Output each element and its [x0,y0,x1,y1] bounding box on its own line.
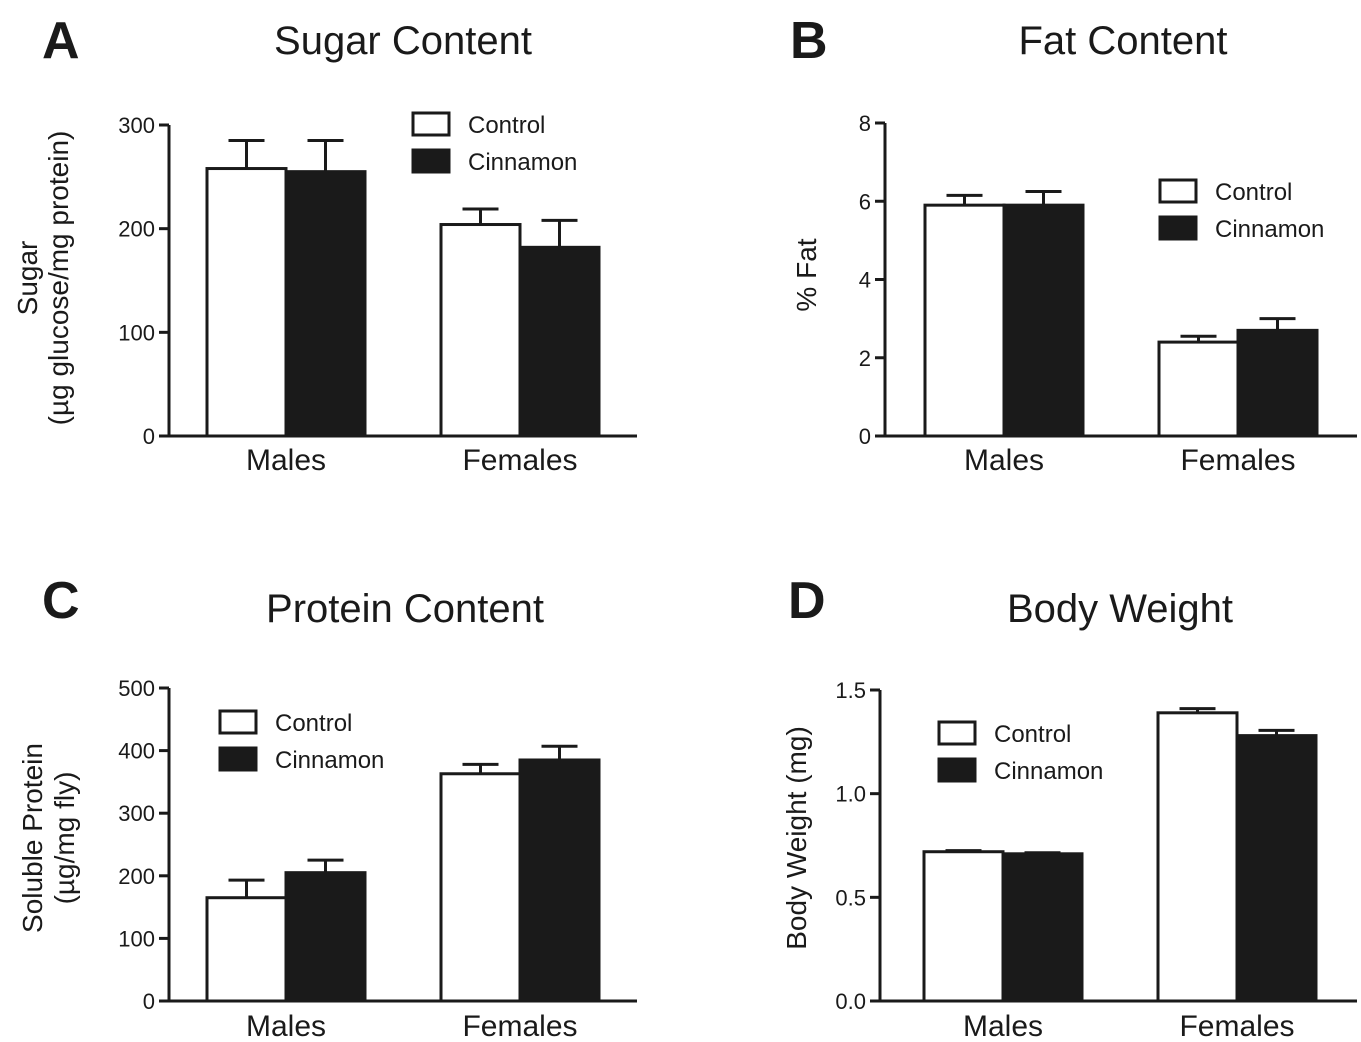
panel-letter: B [790,12,828,70]
y-tick-label: 500 [118,676,155,701]
bar-cinnamon [1236,328,1319,438]
legend-label: Control [468,112,545,139]
bar-cinnamon [518,245,601,438]
panel-protein-content: C Protein Content 0 100 200 300 400 500 Males Fem… [0,540,680,1042]
legend-label: Cinnamon [1215,216,1324,243]
y-tick-label: 6 [859,189,871,214]
legend-swatch-control [218,709,258,735]
chart-svg: D Body Weight 0.0 0.5 1.0 1.5 Males Females Body… [781,572,1357,1042]
bar-control [923,203,1006,438]
chart-svg: B Fat Content 0 2 4 6 8 Males Females % Fat Contro… [790,12,1357,477]
y-tick-label: 0 [143,424,155,449]
chart-title: Sugar Content [274,19,532,63]
y-axis-label: Soluble Protein [17,743,48,933]
y-axis-label: Sugar [12,241,43,316]
y-tick-label: 200 [118,217,155,242]
panel-sugar-content: A Sugar Content 0 100 200 300 Males Females Suga… [0,0,680,520]
x-category-label: Females [1180,444,1295,477]
legend-label: Control [275,710,352,737]
x-category-label: Males [963,1010,1043,1042]
panel-fat-content: B Fat Content 0 2 4 6 8 Males Females % Fat Contro… [680,0,1361,520]
bar-control [205,167,288,438]
legend-label: Cinnamon [275,747,384,774]
legend-swatch-cinnamon [411,148,451,174]
x-category-label: Males [964,444,1044,477]
y-tick-label: 0 [859,424,871,449]
panel-letter: D [788,572,826,630]
y-axis-label: % Fat [791,238,822,311]
legend-label: Cinnamon [994,758,1103,785]
bar-cinnamon [1002,203,1085,438]
y-tick-label: 300 [118,801,155,826]
bar-control [439,223,522,438]
bar-cinnamon [1001,852,1084,1003]
legend-swatch-cinnamon [937,757,977,783]
y-axis-label: (µg/mg fly) [49,772,80,905]
y-tick-label: 0.0 [835,989,866,1014]
bar-control [439,772,522,1003]
legend-swatch-cinnamon [1158,215,1198,241]
y-axis-label: Body Weight (mg) [781,726,812,950]
y-tick-label: 2 [859,346,871,371]
y-tick-label: 8 [859,111,871,136]
bar-control [1157,340,1240,438]
bar-cinnamon [284,170,367,438]
y-tick-label: 1.5 [835,678,866,703]
bar-control [205,896,288,1003]
legend-label: Cinnamon [468,149,577,176]
y-tick-label: 100 [118,926,155,951]
chart-title: Body Weight [1007,587,1233,631]
y-tick-label: 400 [118,739,155,764]
chart-title: Protein Content [266,587,544,631]
bar-cinnamon [518,758,601,1003]
chart-title: Fat Content [1018,19,1227,63]
y-tick-label: 200 [118,864,155,889]
legend-label: Control [994,721,1071,748]
y-tick-label: 0 [143,989,155,1014]
bar-control [1156,711,1239,1003]
x-category-label: Females [1179,1010,1294,1042]
legend-swatch-control [1158,178,1198,204]
y-axis-label: (µg glucose/mg protein) [43,131,74,426]
x-category-label: Females [462,444,577,477]
y-tick-label: 4 [859,268,871,293]
chart-svg: A Sugar Content 0 100 200 300 Males Females Suga… [12,12,637,477]
legend-swatch-cinnamon [218,746,258,772]
panel-letter: A [42,12,80,70]
x-category-label: Males [246,444,326,477]
x-category-label: Females [462,1010,577,1042]
x-category-label: Males [246,1010,326,1042]
y-tick-label: 100 [118,320,155,345]
legend-swatch-control [937,720,977,746]
bar-control [922,850,1005,1003]
bar-cinnamon [284,871,367,1003]
legend-swatch-control [411,111,451,137]
panel-body-weight: D Body Weight 0.0 0.5 1.0 1.5 Males Females Body… [680,540,1361,1042]
y-tick-label: 0.5 [835,885,866,910]
chart-svg: C Protein Content 0 100 200 300 400 500 Males Fem… [17,572,637,1042]
bar-cinnamon [1235,734,1318,1003]
y-tick-label: 1.0 [835,782,866,807]
panel-letter: C [42,572,80,630]
y-tick-label: 300 [118,113,155,138]
legend-label: Control [1215,179,1292,206]
